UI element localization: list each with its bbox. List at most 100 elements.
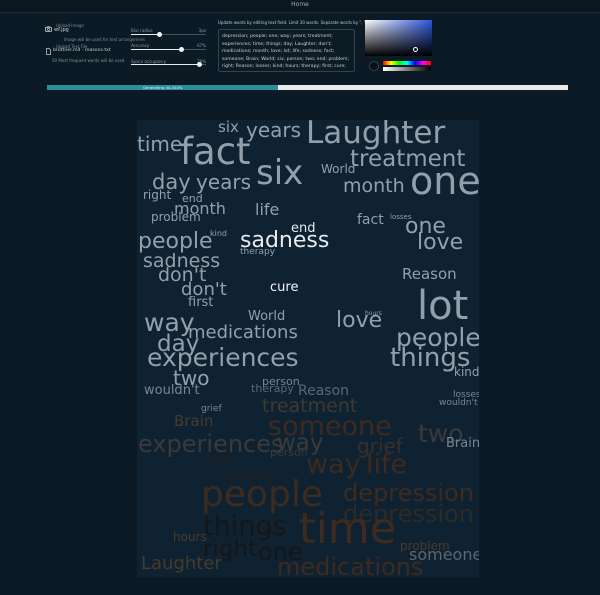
- progress-fill: Generating 44.404%: [47, 85, 279, 90]
- word-cloud-canvas: six years Laughter time fact treatment six Worl…: [137, 120, 479, 577]
- cloud-word: day: [157, 331, 200, 357]
- cloud-word: don't: [158, 264, 207, 286]
- slider-value: 3px: [198, 28, 206, 33]
- cloud-word: things: [203, 511, 287, 542]
- slider-label: Blur radius: [131, 28, 153, 33]
- cloud-word: sadness: [143, 250, 221, 272]
- cloud-word: someone: [409, 545, 479, 564]
- progress-label: Generating 44.404%: [142, 85, 183, 90]
- cloud-word: month: [343, 175, 405, 197]
- cloud-word: one: [405, 214, 446, 239]
- camera-icon[interactable]: [45, 26, 52, 34]
- cloud-word: time: [137, 132, 183, 156]
- right-panel-line: [478, 58, 570, 65]
- cloud-word: things: [390, 343, 471, 373]
- right-panel-line: [478, 67, 570, 74]
- color-swatch: [369, 61, 379, 71]
- cloud-word: person: [270, 446, 308, 459]
- upload-text-hint: 50 Most frequent words will be used: [52, 58, 125, 63]
- cloud-word: hours: [365, 310, 382, 317]
- cloud-word: years: [225, 465, 275, 486]
- cloud-word: losses: [453, 390, 479, 400]
- document-icon[interactable]: [46, 48, 51, 57]
- cloud-word: lot: [417, 283, 469, 329]
- cloud-word: sadness: [240, 228, 330, 253]
- upload-image-hint: Image will be used for text arrangement: [64, 37, 145, 42]
- slider-label: Accuracy: [131, 43, 150, 48]
- slider-track[interactable]: [131, 47, 206, 52]
- cloud-word: therapy: [240, 247, 276, 257]
- cloud-word: problem: [151, 210, 201, 224]
- cloud-word: end: [182, 192, 203, 205]
- alpha-slider[interactable]: [383, 67, 431, 71]
- cloud-word: right: [203, 536, 258, 562]
- cloud-word: kind: [210, 229, 228, 238]
- cloud-word: end: [291, 221, 316, 236]
- cloud-word: medications: [277, 553, 424, 577]
- cloud-word: don't: [181, 279, 227, 300]
- cloud-word: cure: [270, 280, 299, 295]
- cloud-word: first: [188, 295, 214, 310]
- cloud-word: medications: [188, 322, 298, 343]
- saturation-area[interactable]: [365, 20, 432, 56]
- cloud-word: depression: [343, 500, 474, 528]
- word-field-help: Update words by editing text field. Limi…: [218, 20, 366, 25]
- cloud-word: people: [201, 474, 324, 515]
- cloud-word: two: [418, 419, 464, 448]
- cloud-word: depression: [343, 479, 474, 507]
- saturation-handle[interactable]: [413, 47, 418, 52]
- cloud-word: treatment: [350, 146, 466, 172]
- slider-fill: [131, 64, 199, 65]
- cloud-word: wouldn't: [144, 383, 200, 398]
- cloud-word: Brain: [446, 436, 479, 451]
- cloud-word: right: [143, 188, 172, 202]
- cloud-word: experiences: [147, 343, 299, 372]
- cloud-word: Reason: [298, 383, 350, 399]
- cloud-word: fact: [357, 212, 384, 228]
- slider-label: Space occupancy: [131, 59, 166, 64]
- slider-thumb[interactable]: [156, 32, 162, 37]
- header-divider: [0, 12, 600, 13]
- upload-image-label: Upload Image: [56, 23, 84, 28]
- cloud-word: fact: [180, 130, 251, 173]
- slider-track[interactable]: [131, 62, 206, 67]
- top-bar: Home: [0, 0, 600, 12]
- upload-text-filename[interactable]: bruttner.md - reasons.txt: [53, 48, 111, 53]
- slider-fill: [131, 34, 159, 35]
- cloud-word: person: [262, 375, 300, 388]
- cloud-word: one: [258, 538, 303, 566]
- cloud-word: losses: [390, 213, 412, 221]
- slider-track[interactable]: [131, 32, 206, 37]
- cloud-word: day: [152, 170, 191, 194]
- slider-thumb[interactable]: [179, 47, 185, 52]
- cloud-word: people: [396, 323, 479, 352]
- cloud-word: someone: [268, 411, 392, 442]
- cloud-word: way: [306, 449, 361, 480]
- cloud-word: grief: [201, 404, 222, 414]
- cloud-word: way: [144, 308, 195, 337]
- cloud-word: World: [321, 162, 356, 176]
- cloud-word: six: [218, 120, 239, 136]
- cloud-word: life: [366, 449, 408, 480]
- slider-thumb[interactable]: [196, 62, 202, 67]
- cloud-word: kind: [454, 365, 479, 379]
- cloud-word: lot: [209, 449, 234, 471]
- cloud-word: six: [256, 153, 304, 193]
- cloud-word: years: [246, 120, 302, 142]
- cloud-word: love: [417, 230, 464, 255]
- upload-image-filename[interactable]: wf.jpg: [54, 27, 69, 33]
- slider-value: 29%: [197, 59, 206, 64]
- cloud-word: one: [410, 159, 479, 203]
- cloud-word: therapy: [251, 382, 294, 395]
- hue-slider[interactable]: [383, 61, 431, 65]
- cloud-word: Brain: [174, 412, 214, 430]
- cloud-word: Laughter: [306, 120, 446, 151]
- page-title[interactable]: Home: [291, 1, 309, 8]
- right-panel-line: [478, 49, 570, 56]
- right-panel-line: [478, 22, 570, 29]
- cloud-word: World: [248, 309, 286, 324]
- right-panel-line: [478, 40, 570, 47]
- cloud-word: problem: [400, 539, 450, 553]
- word-list-textarea[interactable]: [218, 29, 355, 72]
- cloud-word: experiences: [138, 430, 284, 458]
